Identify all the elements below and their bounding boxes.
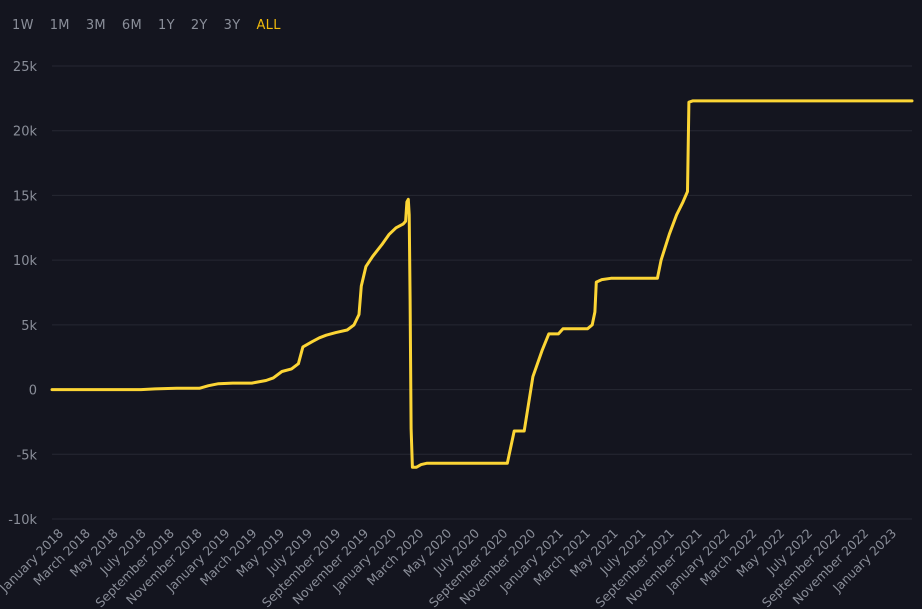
tab-all[interactable]: ALL xyxy=(256,18,281,33)
y-tick-label: 10k xyxy=(13,254,38,269)
series-group xyxy=(50,99,914,469)
tab-2y[interactable]: 2Y xyxy=(190,18,208,33)
grid-lines xyxy=(52,65,912,520)
y-tick-label: 15k xyxy=(13,189,38,204)
tab-1w[interactable]: 1W xyxy=(12,18,34,33)
tab-1y[interactable]: 1Y xyxy=(158,18,175,33)
tab-3m[interactable]: 3M xyxy=(85,18,106,33)
series-line xyxy=(50,99,914,469)
y-tick-label: 25k xyxy=(13,60,38,75)
time-range-tabs: 1W 1M 3M 6M 1Y 2Y 3Y ALL xyxy=(4,16,289,36)
tab-1m[interactable]: 1M xyxy=(49,18,70,33)
y-tick-label: -5k xyxy=(17,448,38,463)
tab-3y[interactable]: 3Y xyxy=(223,18,241,33)
y-axis: 25k 20k 15k 10k 5k 0 -5k -10k xyxy=(8,60,37,528)
tab-6m[interactable]: 6M xyxy=(121,18,143,33)
y-tick-label: 5k xyxy=(21,319,37,334)
y-tick-label: 0 xyxy=(29,384,37,399)
y-tick-label: 20k xyxy=(13,125,38,140)
y-tick-label: -10k xyxy=(8,513,37,528)
